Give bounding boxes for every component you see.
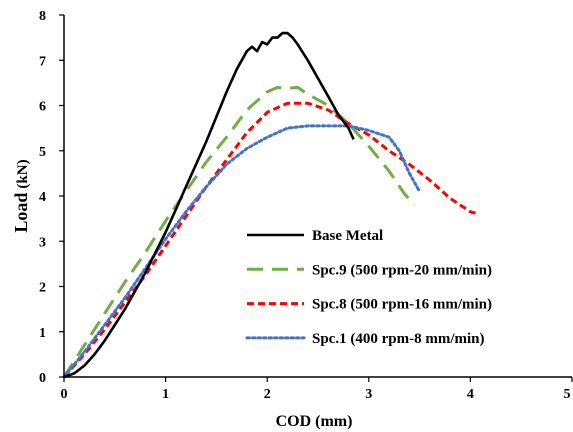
series-line-3 xyxy=(62,124,422,379)
y-tick-label: 2 xyxy=(39,281,46,296)
x-tick-label: 4 xyxy=(467,387,474,402)
y-tick-label: 0 xyxy=(39,371,46,386)
y-tick-label: 5 xyxy=(39,145,46,160)
legend-label-1: Spc.9 (500 rpm-20 mm/min) xyxy=(312,262,492,278)
y-axis-ticks: 0 1 2 3 4 5 6 7 8 xyxy=(39,9,64,386)
legend-label-2: Spc.8 (500 rpm-16 mm/min) xyxy=(312,297,492,313)
legend-label-3: Spc.1 (400 rpm-8 mm/min) xyxy=(312,331,485,347)
x-tick-label: 5 xyxy=(564,387,571,402)
plot-area xyxy=(62,31,476,379)
x-axis-ticks: 0 1 2 3 4 5 xyxy=(61,377,573,402)
legend-label-0: Base Metal xyxy=(312,228,383,244)
x-tick-label: 1 xyxy=(162,387,169,402)
legend: Base Metal Spc.9 (500 rpm-20 mm/min) Spc.8… xyxy=(245,228,492,347)
y-axis-title-unit: (kN) xyxy=(15,159,31,188)
y-axis-title-main: Load xyxy=(11,193,31,233)
series-line-1 xyxy=(62,85,416,378)
y-tick-label: 8 xyxy=(39,9,46,24)
series-line-0 xyxy=(63,31,355,379)
x-tick-label: 3 xyxy=(365,387,372,402)
y-axis-title: Load (kN) xyxy=(11,159,31,232)
x-tick-label: 0 xyxy=(61,387,68,402)
y-tick-label: 1 xyxy=(39,326,46,341)
y-tick-label: 6 xyxy=(39,100,46,115)
x-axis-title: COD (mm) xyxy=(276,413,353,430)
y-tick-label: 7 xyxy=(39,54,46,69)
y-tick-label: 3 xyxy=(39,235,46,250)
y-tick-label: 4 xyxy=(39,190,46,205)
x-tick-label: 2 xyxy=(264,387,271,402)
